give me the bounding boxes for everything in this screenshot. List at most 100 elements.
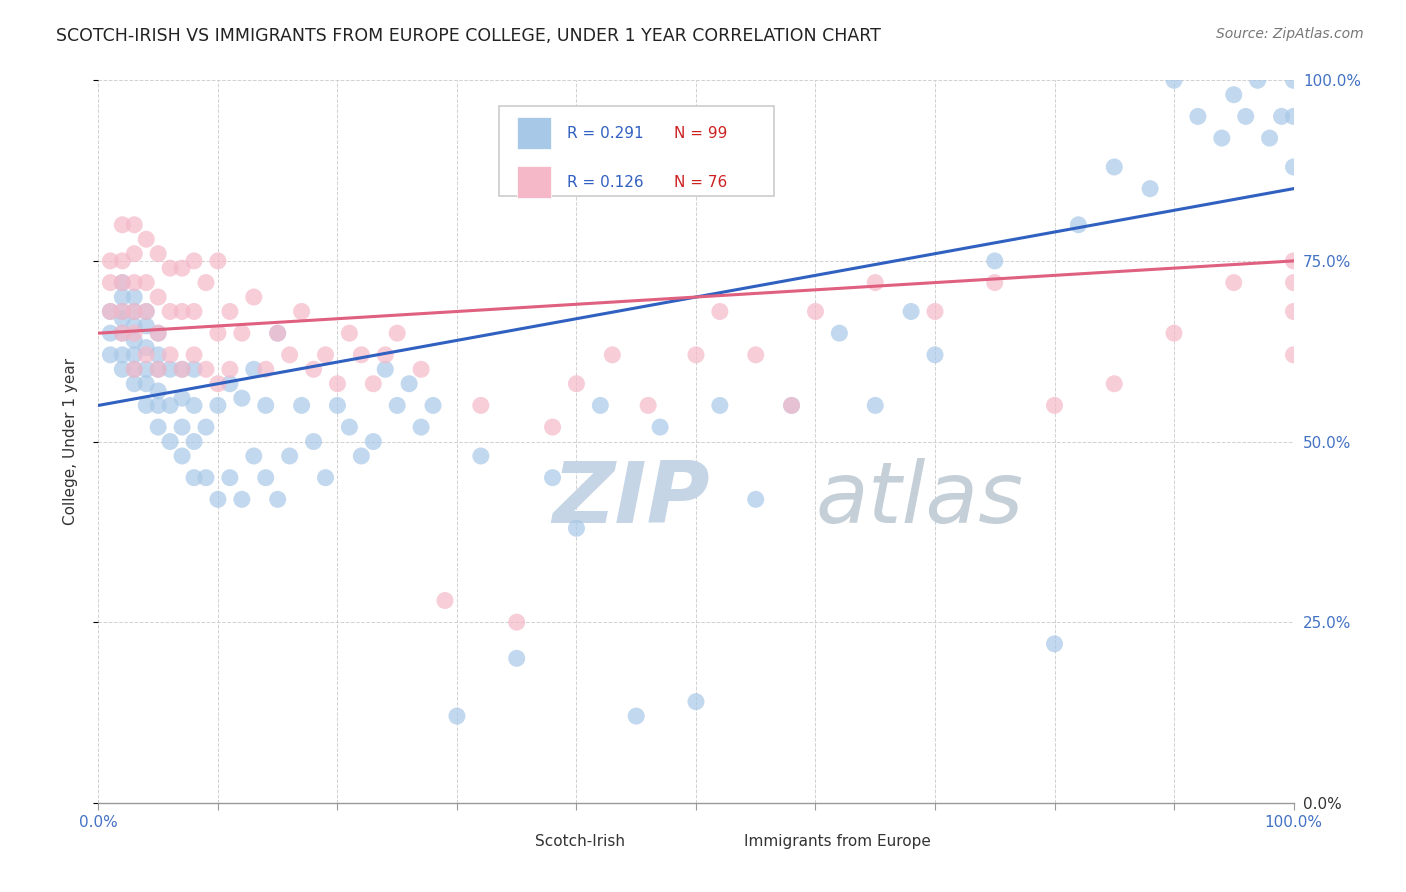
- FancyBboxPatch shape: [499, 105, 773, 196]
- Point: [219, 362, 242, 376]
- Point: [1067, 218, 1090, 232]
- Point: [135, 362, 157, 376]
- Text: R = 0.126: R = 0.126: [567, 175, 644, 190]
- Point: [411, 420, 433, 434]
- Text: N = 76: N = 76: [675, 175, 728, 190]
- Point: [124, 246, 146, 260]
- Point: [1271, 110, 1294, 124]
- Point: [1139, 182, 1161, 196]
- Point: [1211, 131, 1233, 145]
- Point: [828, 326, 851, 340]
- Point: [207, 326, 229, 340]
- Point: [291, 304, 314, 318]
- Point: [135, 318, 157, 333]
- Point: [339, 420, 361, 434]
- Point: [124, 326, 146, 340]
- Point: [254, 398, 277, 412]
- Point: [470, 449, 492, 463]
- Point: [111, 304, 134, 318]
- Point: [135, 341, 157, 355]
- Point: [984, 253, 1007, 268]
- Point: [124, 290, 146, 304]
- Point: [159, 398, 181, 412]
- Point: [565, 521, 588, 535]
- Point: [326, 376, 349, 391]
- Point: [745, 348, 768, 362]
- Point: [243, 449, 266, 463]
- Point: [685, 348, 707, 362]
- Point: [315, 348, 337, 362]
- Text: N = 99: N = 99: [675, 126, 728, 141]
- Point: [267, 326, 290, 340]
- Point: [589, 398, 612, 412]
- Point: [111, 326, 134, 340]
- Text: Source: ZipAtlas.com: Source: ZipAtlas.com: [1216, 27, 1364, 41]
- Point: [434, 593, 457, 607]
- Point: [1187, 110, 1209, 124]
- Point: [1104, 160, 1126, 174]
- Point: [148, 348, 170, 362]
- Point: [339, 326, 361, 340]
- Point: [183, 362, 205, 376]
- Point: [637, 398, 659, 412]
- Point: [924, 348, 946, 362]
- Point: [183, 398, 205, 412]
- Point: [302, 362, 325, 376]
- Point: [1282, 276, 1305, 290]
- Point: [148, 246, 170, 260]
- Point: [1282, 304, 1305, 318]
- Point: [98, 253, 122, 268]
- Point: [135, 276, 157, 290]
- Point: [111, 253, 134, 268]
- Point: [1104, 376, 1126, 391]
- Point: [291, 398, 314, 412]
- Point: [98, 348, 122, 362]
- Point: [278, 449, 301, 463]
- Point: [98, 304, 122, 318]
- Point: [124, 276, 146, 290]
- Point: [111, 218, 134, 232]
- Point: [135, 348, 157, 362]
- Point: [159, 261, 181, 276]
- Point: [172, 362, 194, 376]
- Y-axis label: College, Under 1 year: College, Under 1 year: [63, 358, 77, 525]
- Point: [302, 434, 325, 449]
- Point: [1163, 73, 1185, 87]
- Text: Scotch-Irish: Scotch-Irish: [534, 834, 624, 849]
- Point: [124, 304, 146, 318]
- Point: [1163, 326, 1185, 340]
- Point: [195, 362, 218, 376]
- Point: [148, 326, 170, 340]
- Point: [243, 290, 266, 304]
- Point: [1282, 348, 1305, 362]
- Point: [207, 376, 229, 391]
- Point: [219, 470, 242, 484]
- Point: [984, 276, 1007, 290]
- Point: [219, 376, 242, 391]
- Point: [446, 709, 468, 723]
- Point: [385, 398, 409, 412]
- Point: [326, 398, 349, 412]
- Point: [924, 304, 946, 318]
- Point: [1282, 253, 1305, 268]
- Point: [350, 449, 373, 463]
- Point: [506, 615, 529, 630]
- Point: [267, 326, 290, 340]
- Point: [172, 391, 194, 405]
- Point: [148, 362, 170, 376]
- Point: [159, 434, 181, 449]
- Point: [254, 470, 277, 484]
- Point: [183, 470, 205, 484]
- Point: [124, 334, 146, 348]
- Point: [124, 376, 146, 391]
- Point: [135, 304, 157, 318]
- Point: [148, 326, 170, 340]
- Point: [172, 261, 194, 276]
- Point: [267, 492, 290, 507]
- Point: [111, 362, 134, 376]
- Point: [159, 348, 181, 362]
- Point: [1043, 398, 1066, 412]
- Point: [124, 348, 146, 362]
- Point: [148, 384, 170, 398]
- Point: [172, 449, 194, 463]
